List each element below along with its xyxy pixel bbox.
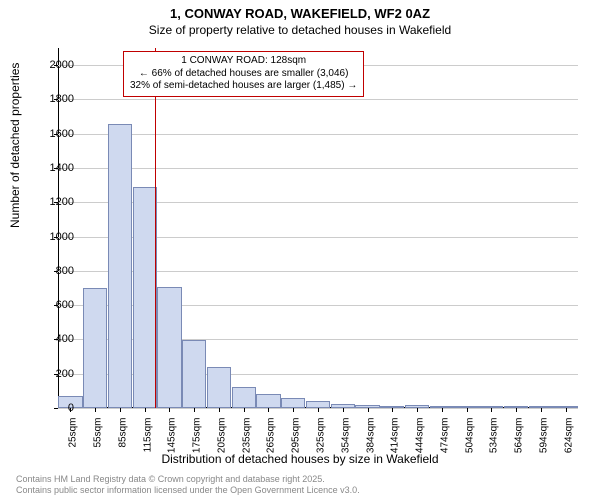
footer-line-2: Contains public sector information licen… (16, 485, 360, 496)
y-axis-label: Number of detached properties (8, 63, 22, 228)
histogram-bar (83, 288, 107, 408)
y-tick-label: 1800 (34, 93, 74, 105)
annotation-line-2: ← 66% of detached houses are smaller (3,… (130, 68, 357, 81)
y-tick-label: 1400 (34, 162, 74, 174)
x-tick-mark (541, 408, 542, 412)
histogram-bar (133, 187, 157, 408)
title-line-1: 1, CONWAY ROAD, WAKEFIELD, WF2 0AZ (0, 6, 600, 21)
x-tick-mark (145, 408, 146, 412)
y-tick-label: 1200 (34, 196, 74, 208)
grid-line (58, 168, 578, 169)
title-line-2: Size of property relative to detached ho… (0, 23, 600, 37)
histogram-bar (157, 287, 181, 408)
grid-line (58, 134, 578, 135)
histogram-bar (182, 340, 206, 408)
x-tick-mark (95, 408, 96, 412)
y-tick-label: 600 (34, 299, 74, 311)
x-tick-mark (343, 408, 344, 412)
x-tick-mark (392, 408, 393, 412)
x-tick-mark (244, 408, 245, 412)
footer-credits: Contains HM Land Registry data © Crown c… (16, 474, 360, 496)
histogram-bar (281, 398, 305, 408)
x-tick-mark (219, 408, 220, 412)
annotation-box: 1 CONWAY ROAD: 128sqm← 66% of detached h… (123, 51, 364, 97)
y-tick-label: 0 (34, 402, 74, 414)
y-tick-label: 400 (34, 333, 74, 345)
chart-container: 1, CONWAY ROAD, WAKEFIELD, WF2 0AZ Size … (0, 0, 600, 500)
x-tick-mark (566, 408, 567, 412)
y-tick-label: 1000 (34, 231, 74, 243)
x-tick-mark (368, 408, 369, 412)
histogram-bar (108, 124, 132, 408)
x-tick-mark (417, 408, 418, 412)
x-tick-mark (268, 408, 269, 412)
annotation-line-3: 32% of semi-detached houses are larger (… (130, 80, 357, 93)
x-tick-mark (293, 408, 294, 412)
histogram-bar (306, 401, 330, 408)
y-tick-label: 1600 (34, 128, 74, 140)
x-tick-mark (318, 408, 319, 412)
x-tick-mark (442, 408, 443, 412)
x-tick-mark (194, 408, 195, 412)
histogram-bar (232, 387, 256, 408)
histogram-bar (256, 394, 280, 408)
x-tick-mark (169, 408, 170, 412)
x-tick-mark (491, 408, 492, 412)
grid-line (58, 99, 578, 100)
y-tick-label: 800 (34, 265, 74, 277)
title-block: 1, CONWAY ROAD, WAKEFIELD, WF2 0AZ Size … (0, 0, 600, 37)
marker-line (155, 48, 156, 408)
annotation-line-1: 1 CONWAY ROAD: 128sqm (130, 55, 357, 68)
y-tick-label: 200 (34, 368, 74, 380)
histogram-bar (207, 367, 231, 408)
x-tick-mark (516, 408, 517, 412)
y-tick-label: 2000 (34, 59, 74, 71)
x-tick-mark (467, 408, 468, 412)
footer-line-1: Contains HM Land Registry data © Crown c… (16, 474, 360, 485)
plot-area: 25sqm55sqm85sqm115sqm145sqm175sqm205sqm2… (58, 48, 578, 408)
x-axis-label: Distribution of detached houses by size … (0, 452, 600, 466)
x-tick-mark (120, 408, 121, 412)
